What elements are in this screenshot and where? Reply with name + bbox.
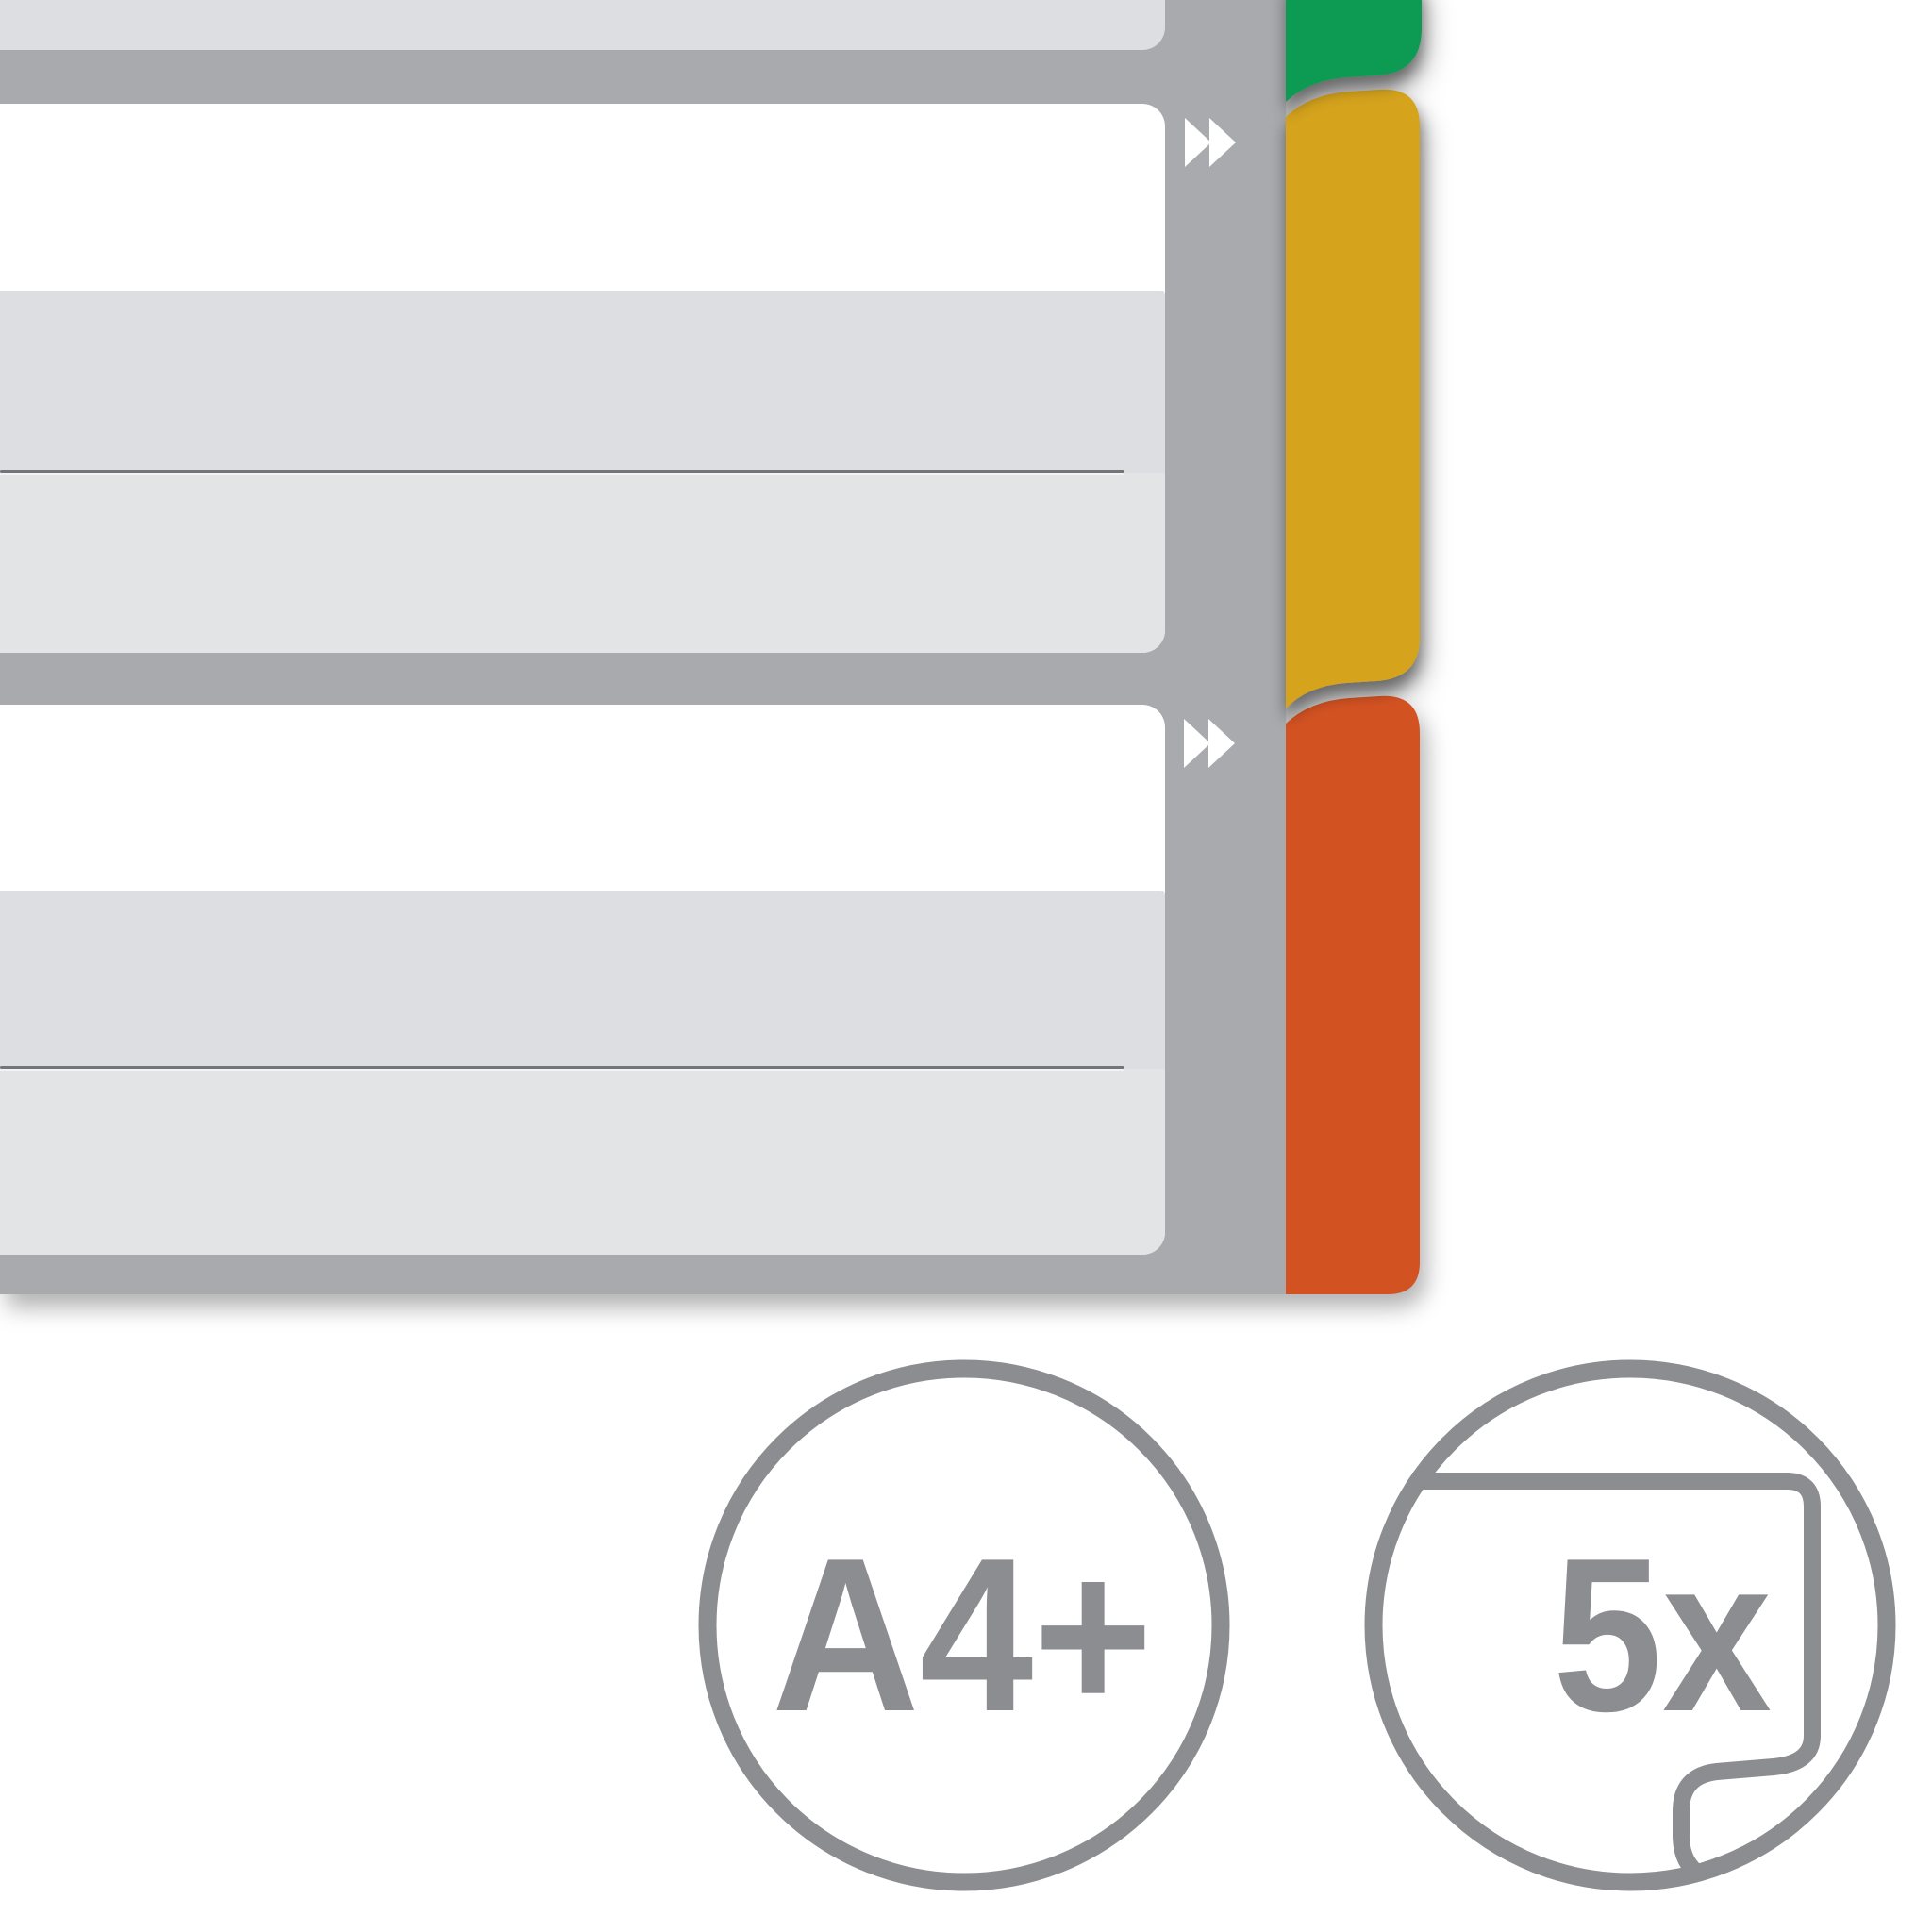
section-sheet-middle <box>0 104 1165 653</box>
index-area <box>0 891 1165 1255</box>
red-tab <box>1286 695 1420 1294</box>
count-badge-label: 5x <box>1553 1513 1772 1757</box>
info-badges: A4+ 5x <box>698 1359 1896 1891</box>
count-badge-circle <box>1364 1359 1896 1891</box>
count-badge: 5x <box>1364 1359 1896 1891</box>
format-badge: A4+ <box>698 1359 1230 1891</box>
fast-forward-triangle <box>1185 118 1211 167</box>
fast-forward-icon <box>1184 719 1235 768</box>
page-curl-icon <box>1412 1473 1821 1883</box>
format-badge-label: A4+ <box>772 1513 1153 1757</box>
divider-sheet-stack <box>0 0 1422 1294</box>
fast-forward-triangle <box>1184 719 1210 768</box>
fast-forward-triangle <box>1209 118 1236 167</box>
separator-line <box>0 1066 1124 1069</box>
tab-column <box>1286 0 1422 1294</box>
fast-forward-icon <box>1185 118 1236 167</box>
index-area <box>0 291 1165 653</box>
fast-forward-triangle <box>1208 719 1235 768</box>
index-area-lower <box>0 1069 1165 1255</box>
green-tab <box>1286 0 1422 102</box>
section-sheet-bottom <box>0 705 1165 1255</box>
index-area-lower <box>0 473 1165 653</box>
separator-line <box>0 470 1124 473</box>
section-sheet-top <box>0 0 1165 50</box>
format-badge-circle <box>698 1359 1230 1891</box>
yellow-tab <box>1286 89 1420 709</box>
